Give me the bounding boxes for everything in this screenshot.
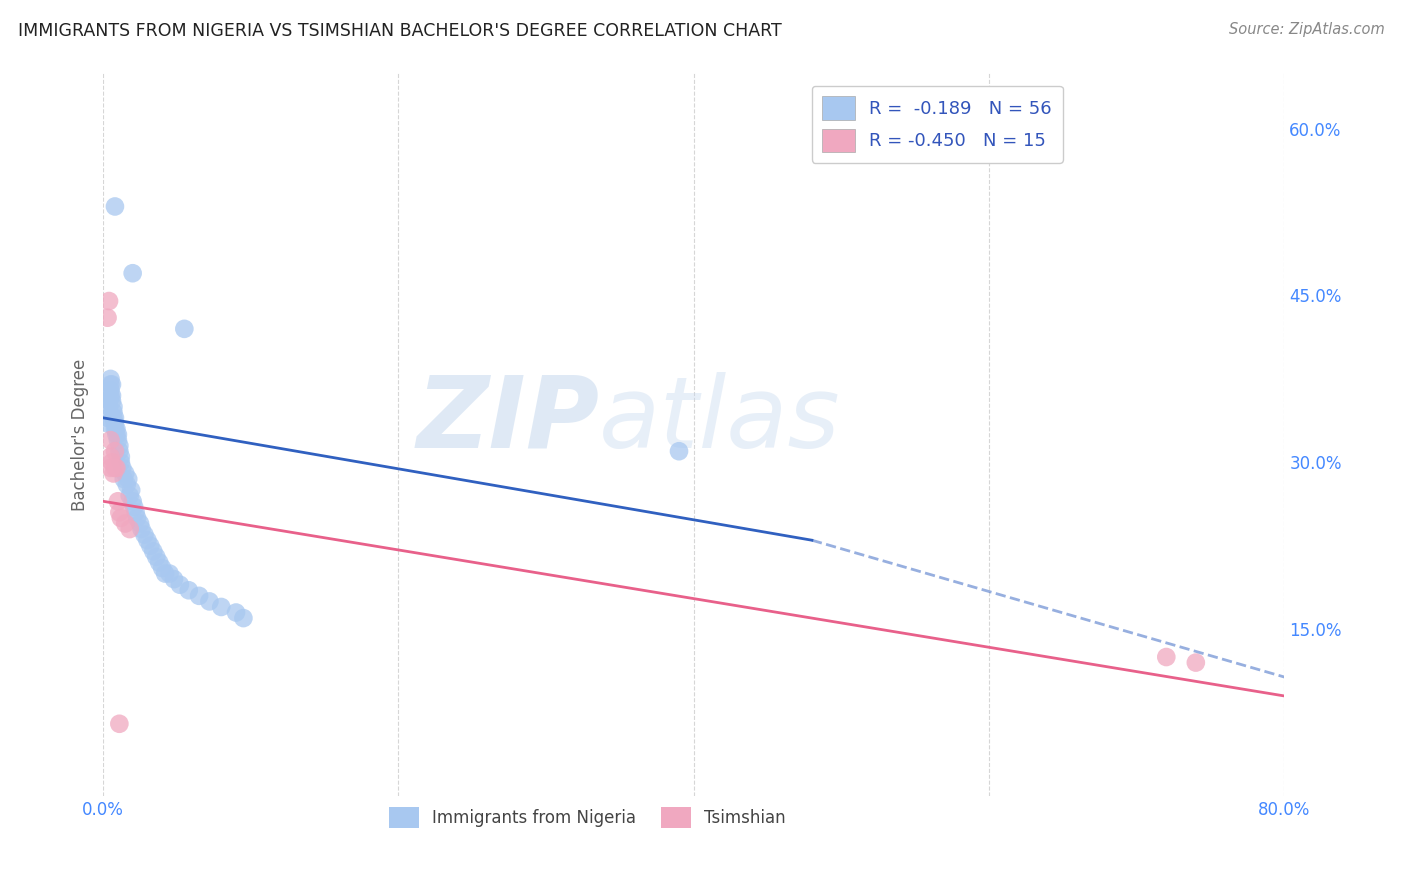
Point	[101, 388, 124, 402]
Point	[107, 427, 129, 442]
Text: Source: ZipAtlas.com: Source: ZipAtlas.com	[1229, 22, 1385, 37]
Point	[118, 522, 141, 536]
Point	[98, 293, 121, 308]
Point	[108, 505, 131, 519]
Point	[121, 494, 143, 508]
Point	[110, 511, 132, 525]
Point	[145, 549, 167, 564]
Point	[96, 410, 118, 425]
Point	[104, 199, 127, 213]
Point	[110, 455, 132, 469]
Point	[108, 444, 131, 458]
Point	[131, 522, 153, 536]
Point	[114, 516, 136, 531]
Point	[98, 400, 121, 414]
Point	[105, 427, 128, 442]
Point	[100, 372, 122, 386]
Point	[173, 322, 195, 336]
Point	[103, 410, 125, 425]
Point	[129, 516, 152, 531]
Point	[150, 561, 173, 575]
Point	[103, 400, 125, 414]
Point	[118, 489, 141, 503]
Point	[225, 606, 247, 620]
Point	[134, 527, 156, 541]
Point	[124, 505, 146, 519]
Point	[107, 494, 129, 508]
Point	[101, 455, 124, 469]
Point	[100, 383, 122, 397]
Point	[98, 394, 121, 409]
Point	[121, 266, 143, 280]
Point	[114, 467, 136, 481]
Point	[142, 544, 165, 558]
Point	[169, 578, 191, 592]
Point	[232, 611, 254, 625]
Point	[107, 433, 129, 447]
Point	[100, 450, 122, 464]
Point	[108, 439, 131, 453]
Point	[103, 405, 125, 419]
Point	[100, 388, 122, 402]
Point	[110, 450, 132, 464]
Point	[120, 483, 142, 498]
Legend: Immigrants from Nigeria, Tsimshian: Immigrants from Nigeria, Tsimshian	[382, 800, 793, 835]
Point	[163, 572, 186, 586]
Point	[209, 599, 232, 614]
Point	[104, 444, 127, 458]
Point	[117, 472, 139, 486]
Point	[122, 500, 145, 514]
Point	[103, 467, 125, 481]
Point	[105, 461, 128, 475]
Point	[127, 511, 149, 525]
Point	[111, 461, 134, 475]
Point	[96, 417, 118, 431]
Point	[115, 477, 138, 491]
Point	[1185, 656, 1208, 670]
Point	[136, 533, 159, 548]
Point	[177, 583, 200, 598]
Point	[153, 566, 176, 581]
Point	[104, 410, 127, 425]
Point	[101, 394, 124, 409]
Y-axis label: Bachelor's Degree: Bachelor's Degree	[72, 359, 89, 510]
Point	[198, 594, 221, 608]
Point	[112, 472, 135, 486]
Point	[668, 444, 690, 458]
Point	[101, 377, 124, 392]
Point	[100, 461, 122, 475]
Point	[96, 310, 118, 325]
Point	[104, 417, 127, 431]
Point	[108, 716, 131, 731]
Point	[100, 377, 122, 392]
Point	[159, 566, 181, 581]
Text: IMMIGRANTS FROM NIGERIA VS TSIMSHIAN BACHELOR'S DEGREE CORRELATION CHART: IMMIGRANTS FROM NIGERIA VS TSIMSHIAN BAC…	[18, 22, 782, 40]
Point	[188, 589, 211, 603]
Text: atlas: atlas	[599, 372, 841, 468]
Point	[104, 422, 127, 436]
Point	[105, 422, 128, 436]
Point	[100, 433, 122, 447]
Point	[104, 461, 127, 475]
Point	[148, 556, 170, 570]
Point	[139, 539, 162, 553]
Text: ZIP: ZIP	[416, 372, 599, 468]
Point	[1156, 650, 1178, 665]
